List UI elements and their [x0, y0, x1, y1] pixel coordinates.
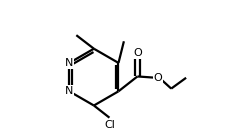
Text: O: O: [133, 48, 142, 58]
Text: N: N: [65, 86, 74, 96]
Text: O: O: [154, 73, 162, 83]
Text: Cl: Cl: [105, 120, 116, 130]
Text: N: N: [65, 58, 74, 68]
